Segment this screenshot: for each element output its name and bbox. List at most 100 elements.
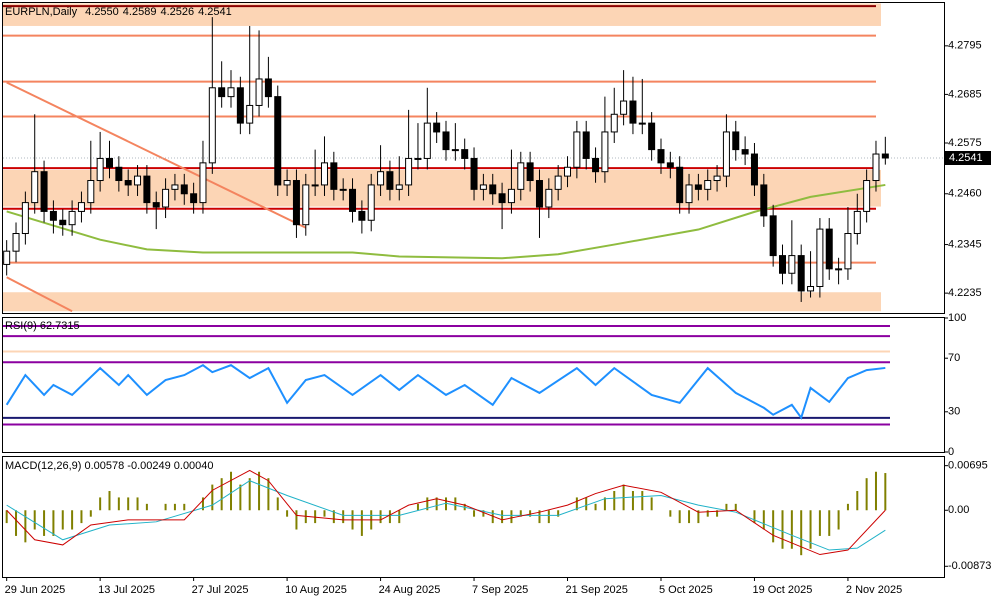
candle-body: [797, 255, 805, 292]
x-tick-label: 13 Jul 2025: [98, 584, 155, 596]
candle-body: [208, 87, 216, 164]
candle-body: [741, 149, 749, 155]
candle-body: [610, 113, 618, 133]
histogram-bar: [276, 497, 279, 511]
candle-body: [881, 153, 889, 159]
candle-body: [386, 171, 394, 190]
histogram-bar: [585, 497, 588, 511]
candle-body: [498, 193, 506, 204]
x-tick-label: 27 Jul 2025: [192, 584, 249, 596]
candle-body: [601, 131, 609, 173]
x-tick-label: 10 Aug 2025: [285, 584, 347, 596]
histogram-bar: [874, 471, 877, 511]
candle-body: [526, 162, 534, 182]
histogram-bar: [445, 497, 447, 511]
candle-body: [535, 180, 543, 208]
candle-body: [218, 87, 226, 98]
histogram-bar: [809, 510, 812, 549]
candle-body: [59, 219, 67, 226]
y-tick-label: 4.2685: [948, 88, 982, 100]
macd-line: [6, 469, 886, 556]
histogram-bar: [379, 510, 382, 524]
x-tick-label: 29 Jun 2025: [5, 584, 66, 596]
candle-body: [339, 188, 347, 191]
y-tick-label: 4.2235: [948, 287, 982, 299]
candle-body: [760, 184, 768, 217]
histogram-bar: [800, 510, 803, 556]
histogram-bar: [99, 497, 102, 511]
candle-body: [825, 228, 833, 270]
ohlc-label: 4.2550: [85, 6, 119, 18]
histogram-bar: [501, 510, 504, 524]
y-tick-label: -0.00873: [948, 560, 991, 572]
histogram-bar: [388, 510, 391, 524]
candle-body: [87, 180, 95, 204]
candle-body: [40, 171, 48, 212]
histogram-bar: [43, 510, 46, 536]
histogram-bar: [416, 503, 419, 511]
histogram-bar: [5, 510, 8, 524]
candle-body: [134, 175, 142, 186]
candle-body: [283, 180, 291, 186]
ohlc-label: 4.2526: [160, 6, 194, 18]
histogram-bar: [688, 510, 691, 524]
candle-body: [377, 171, 385, 186]
histogram-bar: [360, 510, 363, 536]
candle-body: [545, 188, 553, 208]
histogram-bar: [183, 503, 186, 511]
trend-line: [6, 81, 307, 229]
histogram-bar: [398, 510, 401, 524]
histogram-bar: [230, 471, 233, 511]
histogram-bar: [706, 510, 709, 517]
histogram-bar: [108, 491, 111, 511]
histogram-bar: [295, 510, 298, 530]
candle-body: [732, 131, 740, 151]
last-price-label: 4.2541: [949, 152, 983, 164]
histogram-bar: [52, 510, 55, 536]
y-tick-label: 100: [948, 312, 966, 324]
moving-average: [6, 183, 886, 260]
histogram-bar: [127, 497, 130, 511]
histogram-bar: [201, 497, 204, 511]
ohlc-label: 4.2589: [123, 6, 157, 18]
candle-body: [105, 157, 113, 168]
candle-body: [190, 193, 198, 204]
last-price-box: [945, 151, 991, 165]
rsi-panel: [2, 317, 945, 453]
histogram-bar: [342, 510, 345, 524]
candle-body: [180, 184, 188, 195]
histogram-bar: [631, 491, 634, 511]
candle-body: [349, 188, 357, 212]
histogram-bar: [117, 497, 120, 511]
histogram-bar: [790, 510, 793, 549]
candle-body: [451, 149, 459, 152]
histogram-bar: [71, 510, 74, 530]
candle-body: [68, 210, 76, 226]
zone: [3, 3, 881, 26]
histogram-bar: [781, 510, 784, 549]
histogram-bar: [473, 510, 476, 517]
y-tick-label: 4.2575: [948, 137, 982, 149]
histogram-bar: [856, 491, 859, 511]
histogram-bar: [145, 503, 148, 511]
histogram-bar: [613, 491, 616, 511]
y-tick-label: 0.00695: [948, 460, 988, 472]
histogram-bar: [669, 510, 672, 517]
histogram-bar: [828, 510, 831, 536]
histogram-bar: [716, 510, 719, 517]
histogram-bar: [267, 478, 270, 511]
histogram-bar: [519, 510, 522, 517]
candle-body: [274, 96, 282, 186]
ohlc-label: 4.2541: [198, 6, 232, 18]
zone: [3, 292, 881, 312]
x-tick-label: 19 Oct 2025: [752, 584, 812, 596]
candle-body: [872, 153, 880, 182]
candle-body: [302, 184, 310, 226]
histogram-bar: [248, 478, 251, 511]
candle-body: [853, 210, 861, 235]
price-panel: [2, 2, 945, 314]
candle-body: [358, 210, 366, 221]
candle-body: [676, 166, 684, 204]
candle-body: [807, 286, 815, 292]
